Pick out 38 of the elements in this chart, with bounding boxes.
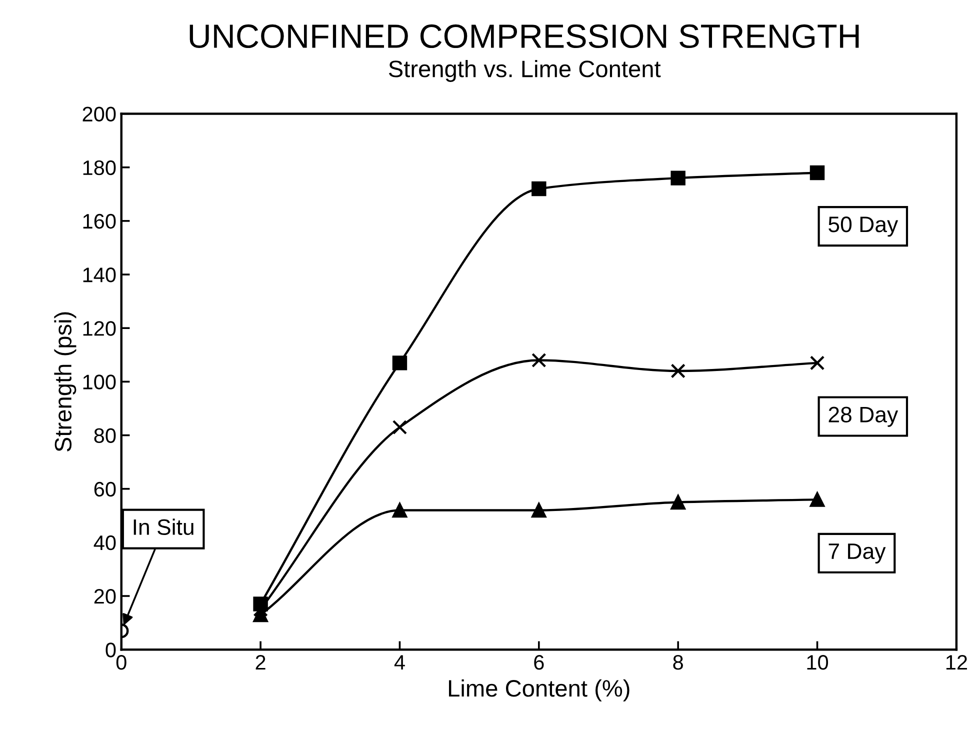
y-tick-label: 60 xyxy=(94,482,116,497)
point xyxy=(670,170,686,186)
y-tick-label: 160 xyxy=(83,214,116,229)
y-tick-label: 200 xyxy=(82,106,116,122)
x-tick-label: 12 xyxy=(946,655,967,670)
y-tick-label: 140 xyxy=(83,268,116,282)
x-tick-label: 10 xyxy=(807,655,828,670)
point xyxy=(392,502,408,518)
point xyxy=(532,352,546,368)
point xyxy=(810,492,825,507)
series-label: 50 Day xyxy=(828,216,898,237)
x-tick-label: 8 xyxy=(673,655,683,670)
point xyxy=(392,356,408,370)
x-tick-label: 4 xyxy=(394,655,405,670)
point xyxy=(810,356,825,370)
y-tick-label: 40 xyxy=(94,535,116,550)
y-tick-label: 180 xyxy=(83,160,116,176)
y-tick-label: 100 xyxy=(83,374,116,390)
chart-subtitle: Strength vs. Lime Content xyxy=(388,60,661,82)
point xyxy=(532,181,546,196)
x-tick-label: 0 xyxy=(116,655,126,670)
x-tick-label: 2 xyxy=(256,655,266,670)
point xyxy=(670,494,686,510)
point xyxy=(670,364,686,378)
point xyxy=(392,420,408,435)
y-axis-title: Strength (psi) xyxy=(54,312,76,452)
y-tick-label: 120 xyxy=(83,321,116,336)
chart-title: UNCONFINED COMPRESSION STRENGTH xyxy=(190,24,859,48)
y-tick-label: 20 xyxy=(94,589,116,604)
point xyxy=(532,502,546,518)
y-tick-label: 0 xyxy=(106,642,116,658)
x-tick-label: 6 xyxy=(534,655,544,670)
series-label: 28 Day xyxy=(828,406,898,427)
annotation: In Situ xyxy=(134,518,194,535)
y-tick-label: 80 xyxy=(94,428,116,444)
series-label: 7 Day xyxy=(828,544,886,564)
point xyxy=(810,165,825,180)
x-axis-title: Lime Content (%) xyxy=(448,679,630,702)
